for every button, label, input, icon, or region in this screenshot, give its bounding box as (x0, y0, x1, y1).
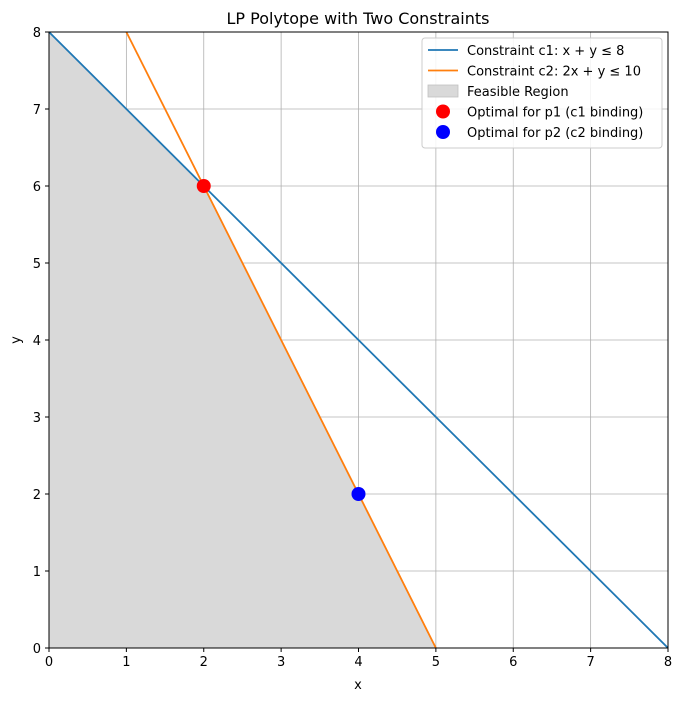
y-tick-label: 1 (33, 565, 41, 580)
legend: Constraint c1: x + y ≤ 8 Constraint c2: 2… (421, 37, 663, 149)
legend-swatch-marker (436, 104, 450, 119)
y-tick-label: 8 (33, 26, 41, 41)
y-tick-label: 7 (33, 103, 41, 118)
x-tick-label: 2 (200, 655, 208, 670)
y-tick-label: 3 (33, 411, 41, 426)
legend-entry-label: Optimal for p2 (c2 binding) (467, 126, 643, 141)
series-layer (48, 31, 669, 649)
legend-entry-label: Constraint c1: x + y ≤ 8 (467, 44, 624, 59)
x-tick-label: 5 (432, 655, 440, 670)
feasible-region (49, 32, 436, 648)
legend-swatch-patch (427, 84, 459, 98)
x-tick-label: 8 (664, 655, 672, 670)
x-tick-label: 1 (122, 655, 130, 670)
x-tick-label: 7 (586, 655, 594, 670)
x-tick-label: 3 (277, 655, 285, 670)
x-tick-label: 0 (45, 655, 53, 670)
legend-box (421, 37, 663, 149)
y-tick-label: 2 (33, 488, 41, 503)
y-axis-label: y (9, 336, 24, 344)
x-tick-label: 6 (509, 655, 517, 670)
legend-swatch-marker (436, 125, 450, 139)
y-tick-label: 4 (33, 334, 41, 349)
chart-title: LP Polytope with Two Constraints (227, 9, 490, 28)
y-tick-label: 5 (33, 257, 41, 272)
points-layer (196, 179, 366, 501)
y-tick-label: 6 (33, 180, 41, 195)
optimal-point-p2 (351, 487, 366, 501)
ticks: 0 1 2 3 4 5 6 7 8 0 1 2 3 4 5 6 7 8 (33, 26, 672, 670)
feasible-region-layer (49, 32, 436, 648)
constraint-line-c2 (125, 31, 437, 649)
optimal-point-p1 (196, 179, 211, 193)
x-axis-label: x (354, 678, 362, 693)
y-tick-label: 0 (33, 642, 41, 657)
legend-entry-label: Optimal for p1 (c1 binding) (467, 106, 643, 121)
constraint-line-c1 (48, 31, 669, 649)
x-tick-label: 4 (354, 655, 362, 670)
legend-entry-label: Feasible Region (467, 85, 569, 100)
legend-entry-label: Constraint c2: 2x + y ≤ 10 (467, 65, 641, 80)
